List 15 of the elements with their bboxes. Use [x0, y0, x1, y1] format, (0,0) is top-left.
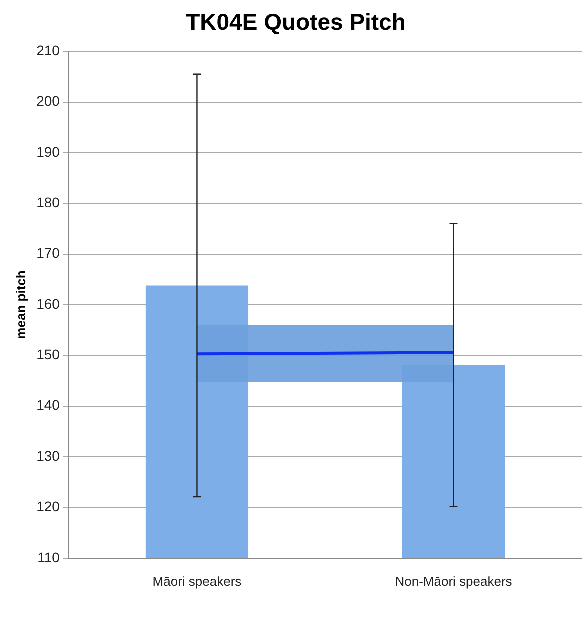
x-tick-label: Māori speakers: [152, 574, 242, 589]
y-tick-label: 110: [38, 549, 60, 566]
chart-title: TK04E Quotes Pitch: [186, 9, 406, 36]
y-tick-label: 200: [36, 93, 60, 110]
y-axis-title: mean pitch: [13, 270, 28, 340]
y-tick-label: 120: [36, 498, 60, 515]
y-tick-label: 150: [36, 346, 60, 363]
x-tick-label: Non-Māori speakers: [395, 574, 513, 589]
y-tick-label: 180: [36, 194, 60, 210]
y-tick-label: 170: [36, 245, 60, 262]
y-tick-label: 130: [36, 448, 60, 464]
y-tick-label: 190: [36, 144, 60, 160]
y-tick-label: 140: [36, 397, 60, 414]
y-tick-label: 210: [36, 42, 60, 58]
y-tick-label: 160: [36, 296, 60, 312]
